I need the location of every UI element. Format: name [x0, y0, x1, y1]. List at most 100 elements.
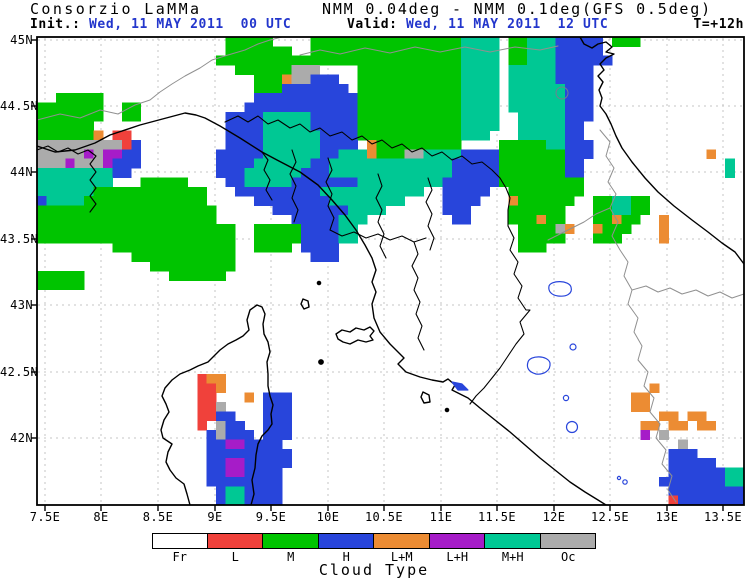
cloud-cell-T	[725, 476, 744, 487]
cloud-cell-T	[461, 93, 500, 103]
cloud-cell-M	[225, 46, 292, 57]
cloud-cell-o	[659, 224, 669, 234]
lat-label: 42N	[10, 431, 33, 445]
lon-label: 10E	[316, 510, 340, 524]
cloud-cell-M	[253, 242, 292, 253]
cloud-cell-H	[451, 214, 472, 225]
cloud-cell-H	[216, 158, 255, 169]
legend-label: L+H	[446, 550, 469, 564]
cloud-cell-O	[291, 74, 311, 85]
cloud-cell-O	[216, 430, 226, 440]
cloud-cell-T	[612, 205, 632, 216]
lon-label: 11.5E	[477, 510, 517, 524]
cloud-cell-H	[244, 458, 292, 468]
cloud-cell-O	[216, 402, 226, 412]
cloud-cell-T	[46, 196, 85, 206]
cloud-cell-T	[461, 83, 500, 94]
cloud-cell-T	[461, 46, 500, 57]
cloud-cell-O	[291, 65, 321, 75]
cloud-cell-o	[649, 383, 660, 394]
cloud-cell-T	[244, 168, 302, 178]
cloud-cell-H	[112, 158, 142, 169]
cloud-cell-P	[102, 158, 113, 169]
cloud-cell-T	[319, 186, 424, 197]
cloud-cell-M	[253, 224, 302, 234]
cloud-cell-M	[253, 233, 302, 244]
cloud-cell-T	[263, 149, 321, 160]
legend-swatch	[428, 533, 485, 549]
cloud-cell-o	[366, 149, 377, 160]
cloud-type-legend: Fr L M H L+M L+H M+H Oc	[152, 533, 596, 564]
cloud-cell-M	[93, 186, 208, 197]
cloud-cell-T	[725, 467, 744, 478]
cloud-cell-O	[678, 439, 688, 450]
cloud-cell-M	[376, 149, 406, 160]
cloud-cell-M	[37, 205, 217, 216]
init-value: Wed, 11 MAY 2011 00 UTC	[89, 17, 292, 32]
cloud-cell-H	[659, 476, 726, 487]
lon-label: 9E	[207, 510, 223, 524]
map-border	[36, 36, 745, 506]
cloud-cell-H	[555, 74, 594, 85]
cloud-cell-T	[517, 111, 566, 122]
cloud-cell-M	[498, 139, 547, 150]
cloud-cell-M	[593, 214, 613, 225]
cloud-cell-H	[564, 149, 594, 160]
lon-label: 12.5E	[590, 510, 630, 524]
cloud-cell-M	[357, 130, 462, 141]
lon-label: 10.5E	[364, 510, 404, 524]
cloud-cell-H	[225, 420, 245, 431]
legend-item-H: H	[317, 533, 374, 564]
cloud-cell-H	[234, 186, 321, 197]
lat-label: 45N	[10, 33, 33, 47]
cloud-cell-M	[253, 74, 283, 85]
cloud-cell-L	[197, 420, 208, 431]
valid-label: Valid:	[347, 17, 406, 32]
cloud-cell-M	[357, 121, 462, 131]
cloud-cell-H	[668, 458, 717, 468]
cloud-cell-T	[37, 168, 113, 178]
cloud-cell-o	[696, 420, 717, 431]
cloud-cell-O	[93, 149, 104, 160]
init-label: Init.:	[30, 17, 89, 32]
cloud-cell-H	[555, 46, 603, 57]
cloud-cell-T	[338, 149, 368, 160]
cloud-cell-M	[508, 37, 528, 47]
cloud-cell-H	[216, 411, 236, 422]
cloud-cell-H	[225, 130, 264, 141]
lead-time: T=+12h	[693, 17, 744, 32]
cloud-cell-M	[84, 196, 208, 206]
cloud-cell-o	[659, 411, 679, 422]
cloud-cell-H	[678, 495, 744, 505]
cloud-cell-H	[244, 486, 283, 497]
cloud-cell-M	[37, 224, 236, 234]
cloud-cell-H	[319, 139, 358, 150]
cloud-cell-L	[197, 373, 208, 384]
legend-label: L	[231, 550, 239, 564]
cloud-cell-L	[197, 383, 217, 394]
cloud-cell-o	[216, 383, 226, 394]
cloud-cell-H	[272, 205, 349, 216]
cloud-cell-T	[329, 196, 406, 206]
cloud-cell-T	[253, 158, 311, 169]
cloud-cell-T	[263, 130, 321, 141]
legend-swatch	[539, 533, 596, 549]
legend-label: M+H	[501, 550, 524, 564]
cloud-cell-M	[131, 252, 236, 263]
cloud-cell-o	[659, 214, 669, 225]
cloud-cell-L	[121, 139, 132, 150]
cloud-cell-o	[630, 402, 651, 412]
cloud-cell-o	[206, 373, 226, 384]
cloud-cell-M	[112, 242, 236, 253]
cloud-cell-M	[517, 233, 566, 244]
cloud-cell-T	[461, 74, 500, 85]
cloud-cell-H	[310, 111, 358, 122]
legend-item-L+M: L+M	[373, 533, 430, 564]
cloud-cell-o	[630, 392, 651, 403]
cloud-cell-T	[338, 224, 358, 234]
cloud-cell-H	[206, 458, 226, 468]
cloud-cell-H	[244, 439, 283, 450]
cloud-cell-H	[310, 121, 358, 131]
cloud-cell-H	[216, 486, 226, 497]
cloud-cell-P	[225, 439, 245, 450]
